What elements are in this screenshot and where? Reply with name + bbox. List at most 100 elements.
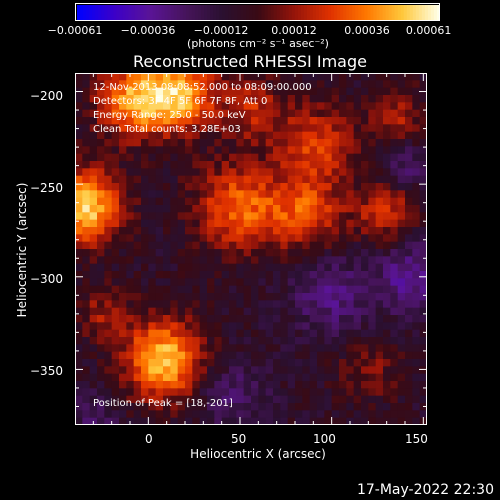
- heatmap-cell: [368, 183, 377, 191]
- heatmap-cell: [199, 241, 208, 250]
- heatmap-cell: [199, 307, 208, 316]
- heatmap-cell: [339, 102, 347, 111]
- heatmap-cell: [155, 300, 164, 309]
- heatmap-cell: [339, 95, 347, 103]
- heatmap-cell: [177, 73, 186, 81]
- heatmap-cell: [163, 197, 171, 206]
- heatmap-cell: [368, 388, 377, 397]
- heatmap-cell: [280, 168, 289, 177]
- heatmap-cell: [163, 366, 171, 375]
- heatmap-cell: [331, 337, 340, 345]
- colorbar-swatch: [255, 5, 260, 20]
- heatmap-cell: [273, 131, 281, 140]
- heatmap-cell: [317, 403, 325, 411]
- heatmap-cell: [397, 219, 406, 228]
- heatmap-cell: [368, 168, 377, 177]
- heatmap-cell: [390, 344, 399, 353]
- heatmap-cell: [331, 139, 340, 147]
- heatmap-cell: [287, 175, 296, 184]
- heatmap-cell: [192, 366, 201, 375]
- heatmap-cell: [353, 293, 362, 301]
- heatmap-cell: [148, 205, 157, 213]
- heatmap-cell: [207, 351, 215, 360]
- heatmap-cell: [324, 175, 333, 184]
- heatmap-cell: [82, 227, 91, 235]
- heatmap-cell: [97, 381, 105, 389]
- heatmap-cell: [97, 403, 105, 411]
- heatmap-cell: [163, 168, 171, 177]
- heatmap-cell: [75, 300, 83, 309]
- heatmap-cell: [302, 322, 311, 331]
- heatmap-cell: [309, 87, 318, 96]
- heatmap-cell: [324, 249, 333, 257]
- heatmap-cell: [331, 417, 340, 425]
- heatmap-cell: [273, 190, 281, 199]
- heatmap-cell: [309, 410, 318, 419]
- colorbar-swatch: [361, 5, 365, 20]
- heatmap-cell: [383, 139, 391, 147]
- heatmap-cell: [133, 161, 142, 169]
- heatmap-cell: [405, 337, 413, 345]
- heatmap-cell: [317, 219, 325, 228]
- heatmap-cell: [419, 131, 427, 140]
- heatmap-cell: [192, 256, 201, 265]
- heatmap-cell: [207, 395, 215, 404]
- heatmap-cell: [368, 241, 377, 250]
- colorbar-swatch: [161, 5, 166, 20]
- heatmap-cell: [258, 366, 267, 375]
- heatmap-cell: [141, 87, 149, 96]
- colorbar-swatch: [122, 5, 126, 20]
- heatmap-cell: [155, 366, 164, 375]
- heatmap-cell: [170, 351, 179, 360]
- heatmap-cell: [397, 227, 406, 235]
- heatmap-cell: [375, 300, 384, 309]
- heatmap-cell: [383, 190, 391, 199]
- heatmap-cell: [221, 95, 230, 103]
- heatmap-cell: [383, 124, 391, 133]
- heatmap-cell: [170, 73, 179, 81]
- heatmap-cell: [163, 190, 171, 199]
- heatmap-cell: [141, 95, 149, 103]
- heatmap-cell: [185, 263, 193, 272]
- heatmap-cell: [133, 315, 142, 323]
- heatmap-cell: [141, 381, 149, 389]
- heatmap-cell: [97, 102, 105, 111]
- heatmap-cell: [119, 359, 127, 367]
- heatmap-cell: [192, 344, 201, 353]
- heatmap-cell: [419, 307, 427, 316]
- heatmap-cell: [97, 146, 105, 155]
- heatmap-cell: [251, 139, 259, 147]
- heatmap-cell: [111, 102, 120, 111]
- heatmap-cell: [361, 87, 369, 96]
- heatmap-cell: [155, 271, 164, 279]
- heatmap-cell: [287, 146, 296, 155]
- heatmap-cell: [133, 124, 142, 133]
- heatmap-cell: [243, 417, 252, 425]
- heatmap-cell: [221, 381, 230, 389]
- heatmap-cell: [265, 241, 274, 250]
- colorbar-swatch: [303, 5, 308, 20]
- heatmap-cell: [170, 183, 179, 191]
- heatmap-cell: [251, 417, 259, 425]
- heatmap-cell: [177, 263, 186, 272]
- heatmap-cell: [339, 131, 347, 140]
- colorbar-swatch: [436, 5, 439, 20]
- heatmap-cell: [126, 168, 135, 177]
- heatmap-cell: [111, 168, 120, 177]
- heatmap-cell: [185, 87, 193, 96]
- heatmap-cell: [214, 256, 223, 265]
- heatmap-cell: [163, 139, 171, 147]
- heatmap-cell: [405, 300, 413, 309]
- heatmap-cell: [309, 344, 318, 353]
- heatmap-cell: [302, 161, 311, 169]
- heatmap-cell: [309, 359, 318, 367]
- heatmap-cell: [221, 293, 230, 301]
- heatmap-cell: [185, 337, 193, 345]
- heatmap-cell: [148, 227, 157, 235]
- heatmap-cell: [273, 212, 281, 221]
- heatmap-cell: [295, 227, 303, 235]
- heatmap-cell: [243, 293, 252, 301]
- heatmap-cell: [390, 146, 399, 155]
- heatmap-cell: [302, 241, 311, 250]
- heatmap-cell: [177, 139, 186, 147]
